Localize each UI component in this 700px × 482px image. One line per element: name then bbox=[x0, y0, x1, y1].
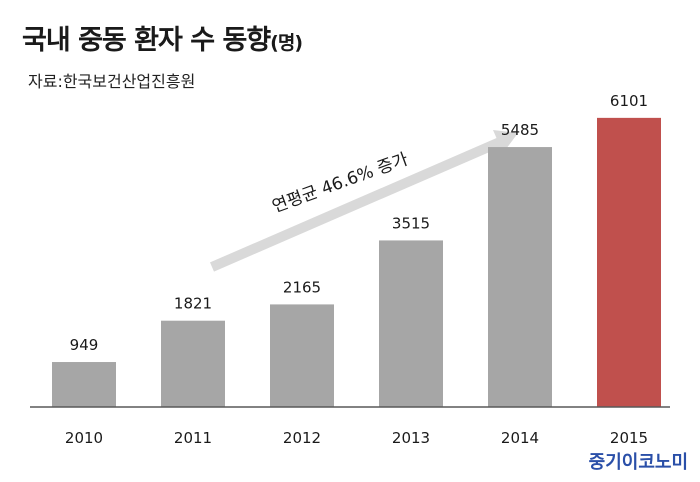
bar-2013 bbox=[379, 240, 443, 407]
x-tick-label-2011: 2011 bbox=[174, 429, 212, 447]
chart-title-text: 국내 중동 환자 수 동향 bbox=[22, 25, 271, 56]
x-tick-label-2015: 2015 bbox=[610, 429, 648, 447]
data-label-2014: 5485 bbox=[501, 121, 539, 139]
chart-title: 국내 중동 환자 수 동향(명) bbox=[22, 18, 303, 57]
data-label-2011: 1821 bbox=[174, 295, 212, 313]
data-label-2013: 3515 bbox=[392, 214, 430, 232]
data-label-2015: 6101 bbox=[610, 92, 648, 110]
chart-source: 자료:한국보건산업진흥원 bbox=[28, 72, 196, 91]
x-tick-label-2013: 2013 bbox=[392, 429, 430, 447]
bar-2012 bbox=[270, 304, 334, 407]
publisher-logo: 중기이코노미 bbox=[588, 452, 688, 473]
bar-2015 bbox=[597, 117, 661, 407]
x-tick-label-2010: 2010 bbox=[65, 429, 103, 447]
chart-title-unit: (명) bbox=[270, 32, 303, 54]
trend-arrow bbox=[210, 130, 518, 272]
x-tick-label-2014: 2014 bbox=[501, 429, 539, 447]
bar-2014 bbox=[488, 147, 552, 407]
bar-2010 bbox=[52, 362, 116, 407]
bar-2011 bbox=[161, 320, 225, 407]
bars-group bbox=[52, 117, 661, 407]
x-tick-label-2012: 2012 bbox=[283, 429, 321, 447]
data-label-2012: 2165 bbox=[283, 278, 321, 296]
trend-arrow-shaft bbox=[210, 137, 502, 272]
labels-group: 949 2010 1821 2011 2165 2012 3515 2013 5485 2014 6… bbox=[65, 92, 648, 447]
data-label-2010: 949 bbox=[70, 336, 99, 354]
trend-arrow-head bbox=[493, 130, 518, 153]
